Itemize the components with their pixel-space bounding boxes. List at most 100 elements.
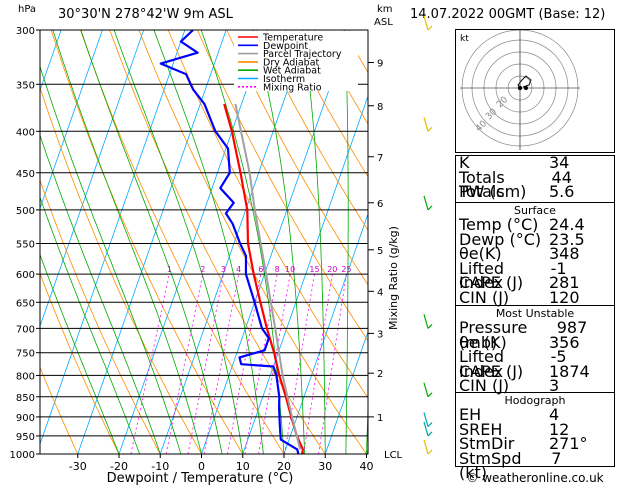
mu-label: CIN (J) (459, 376, 510, 396)
surface-value: 348 (549, 244, 580, 264)
hodo-value: 4 (549, 405, 560, 424)
temperature-tick-label: 0 (198, 460, 205, 473)
mu-label: θe (K) (459, 332, 507, 352)
hodograph-ring-label: 20 (495, 95, 510, 110)
hodograph-ring-label: 40 (474, 119, 489, 134)
asl-label: ASL (374, 17, 393, 28)
index-label: PW (cm) (459, 182, 527, 202)
surface-value: 120 (549, 287, 580, 307)
index-label: Totals Totals (459, 167, 505, 202)
x-axis-label: Dewpoint / Temperature (°C) (107, 471, 294, 486)
isotherm-line (201, 30, 351, 454)
mixing-ratio-label: 10 (285, 265, 295, 274)
wind-barb-flag (427, 25, 433, 31)
mixing-ratio-lines (130, 274, 347, 454)
surface-label: θe(K) (459, 244, 502, 264)
mu-value: 3 (549, 376, 560, 396)
surface-label: Lifted Index (459, 258, 504, 293)
surface-title: Surface (514, 204, 556, 217)
mu-value: 356 (549, 332, 580, 352)
mixing-ratio-label: 20 (327, 265, 337, 274)
wind-barb (423, 15, 429, 31)
temperature-tick-label: -30 (69, 460, 87, 473)
copyright-footer: © weatheronline.co.uk (466, 471, 604, 485)
km-tick-label: 5 (377, 246, 383, 257)
pressure-tick-label: 500 (16, 206, 35, 217)
wind-barb (423, 314, 429, 329)
pressure-tick-labels: 300 350 400 450 500 550 600 650 700 750 800 850 900 9… (10, 26, 40, 461)
hodograph-unit-label: kt (460, 34, 469, 44)
plot-frame (39, 29, 369, 455)
legend-entry: Mixing Ratio (263, 82, 322, 93)
mixing-ratio-label: 4 (236, 265, 241, 274)
most-unstable-section: Most Unstable Pressure (mb) 987 θe (K) 356… (455, 305, 615, 396)
wind-barb (423, 117, 429, 132)
wind-barb-flag (427, 449, 433, 455)
isotherm-line (324, 330, 368, 454)
legend-entry: Parcel Trajectory (263, 49, 342, 60)
temperature-tick-label: -10 (151, 460, 169, 473)
mixing-ratio-line (203, 274, 240, 454)
mixing-ratio-line (187, 274, 224, 454)
hodo-label: EH (459, 405, 482, 424)
temperature-tick-label: 30 (318, 460, 332, 473)
pressure-tick-label: 750 (16, 349, 35, 360)
legend-entry: Dewpoint (263, 41, 308, 52)
pressure-tick-label: 450 (16, 169, 35, 180)
km-tick-label: 3 (377, 329, 383, 340)
legend-background (234, 31, 358, 91)
legend-entry: Wet Adiabat (263, 66, 321, 77)
surface-label: CAPE (J) (459, 273, 524, 293)
hodo-value: 12 (549, 419, 570, 439)
surface-label: Temp (°C) (459, 215, 539, 234)
wet-adiabat-line (40, 65, 182, 454)
wind-barb (423, 195, 429, 211)
isotherm-line (40, 30, 103, 210)
km-tick-label: 9 (377, 58, 383, 69)
index-value: 34 (549, 153, 570, 172)
parcel-trajectory-line (234, 103, 302, 450)
isotherm-line (40, 30, 186, 446)
km-tick-label: 1 (377, 413, 383, 424)
pressure-tick-label: 600 (16, 270, 35, 281)
mixing-ratio-label: 3 (221, 265, 226, 274)
km-label: km (377, 4, 393, 15)
mu-value: -5 (550, 347, 567, 367)
isotherm-line (77, 30, 227, 454)
mixing-ratio-labels: 1 2 3 4 6 8 10 15 20 25 (167, 265, 352, 274)
dry-adiabat-line (226, 30, 368, 286)
mu-value: 1874 (549, 361, 590, 381)
hodo-label: StmSpd (kt) (459, 448, 522, 483)
isotherm-line (40, 30, 145, 328)
wind-barb-flag (427, 431, 433, 437)
wind-barb-flag (427, 126, 433, 132)
index-value: 5.6 (549, 182, 575, 202)
dry-adiabat-line (109, 30, 326, 454)
mixing-ratio-line (318, 274, 347, 454)
surface-label: CIN (J) (459, 287, 510, 307)
temperature-tick-label: 10 (236, 460, 250, 473)
wind-barb (423, 439, 429, 455)
location-title: 30°30'N 278°42'W 9m ASL (58, 7, 233, 22)
temperature-tick-label: 20 (277, 460, 291, 473)
pressure-tick-label: 700 (16, 324, 35, 335)
pressure-tick-label: 900 (16, 413, 35, 424)
mixing-ratio-label: 1 (167, 265, 172, 274)
hodo-label: SREH (459, 419, 503, 439)
hodograph-section: Hodograph EH 4 SREH 12 StmDir 271° StmSpd (… (455, 392, 615, 483)
isotherm-line (118, 30, 268, 454)
hodo-label: StmDir (459, 434, 515, 454)
km-tick-label: 8 (377, 102, 383, 113)
isotherm-line (283, 212, 368, 454)
wind-barbs (423, 15, 433, 455)
hodograph-panel: kt 40 30 20 (455, 29, 615, 153)
surface-label: Dewp (°C) (459, 229, 542, 249)
isotherm-lines (40, 30, 368, 454)
mixing-ratio-axis-label: Mixing Ratio (g/kg) (387, 226, 400, 330)
legend-entry: Temperature (262, 33, 323, 44)
pressure-tick-label: 300 (16, 26, 35, 37)
mu-label: Pressure (mb) (459, 318, 528, 352)
dry-adiabat-line (197, 30, 368, 342)
lcl-label: LCL (384, 450, 403, 461)
